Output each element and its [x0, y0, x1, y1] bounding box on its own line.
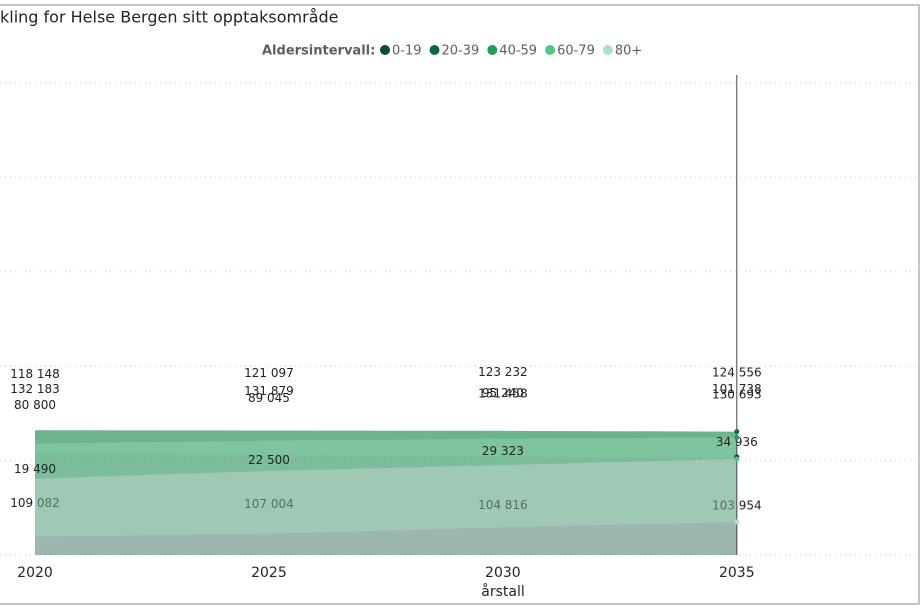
legend-label: 40-59: [499, 44, 537, 59]
chart-title: kling for Helse Bergen sitt opptaksområd…: [0, 8, 339, 27]
data-label: 123 232: [478, 365, 528, 379]
x-tick-label: 2035: [719, 565, 755, 581]
area: [35, 430, 737, 444]
area: [35, 458, 737, 537]
hover-dot: [734, 429, 740, 435]
x-tick-label: 2020: [17, 565, 53, 581]
data-label: 80 800: [14, 398, 56, 412]
data-label: 19 490: [14, 462, 56, 476]
legend-label: 60-79: [557, 44, 595, 59]
legend-label: 0-19: [392, 44, 422, 59]
area: [35, 452, 737, 555]
legend-swatch: [487, 45, 498, 55]
data-label: 118 148: [10, 367, 60, 381]
data-label: 131 879: [244, 384, 294, 398]
frame: [0, 4, 920, 605]
legend-title: Aldersintervall:: [262, 44, 375, 59]
data-label: 22 500: [248, 453, 290, 467]
hover-dot: [734, 519, 740, 525]
data-label: 131 458: [478, 387, 528, 401]
data-label: 107 004: [244, 497, 294, 511]
data-label: 29 323: [482, 444, 524, 458]
legend-swatch: [429, 45, 440, 55]
x-axis-label: årstall: [481, 583, 524, 600]
data-label: 109 082: [10, 496, 60, 510]
data-label: 104 816: [478, 498, 528, 512]
legend-swatch: [380, 45, 390, 55]
area: [35, 437, 737, 479]
x-tick-label: 2030: [485, 565, 521, 581]
data-label: 95 240: [482, 386, 524, 400]
data-label: 132 183: [10, 382, 60, 396]
hover-dot: [734, 456, 740, 462]
data-label: 121 097: [244, 366, 294, 380]
legend-swatch: [602, 45, 613, 55]
legend-label: 20-39: [442, 44, 480, 59]
data-label: 89 045: [248, 391, 290, 405]
x-tick-label: 2025: [251, 565, 287, 581]
legend-swatch: [545, 45, 556, 55]
area: [35, 430, 737, 457]
legend-label: 80+: [615, 44, 642, 59]
hover-dot: [734, 434, 740, 440]
